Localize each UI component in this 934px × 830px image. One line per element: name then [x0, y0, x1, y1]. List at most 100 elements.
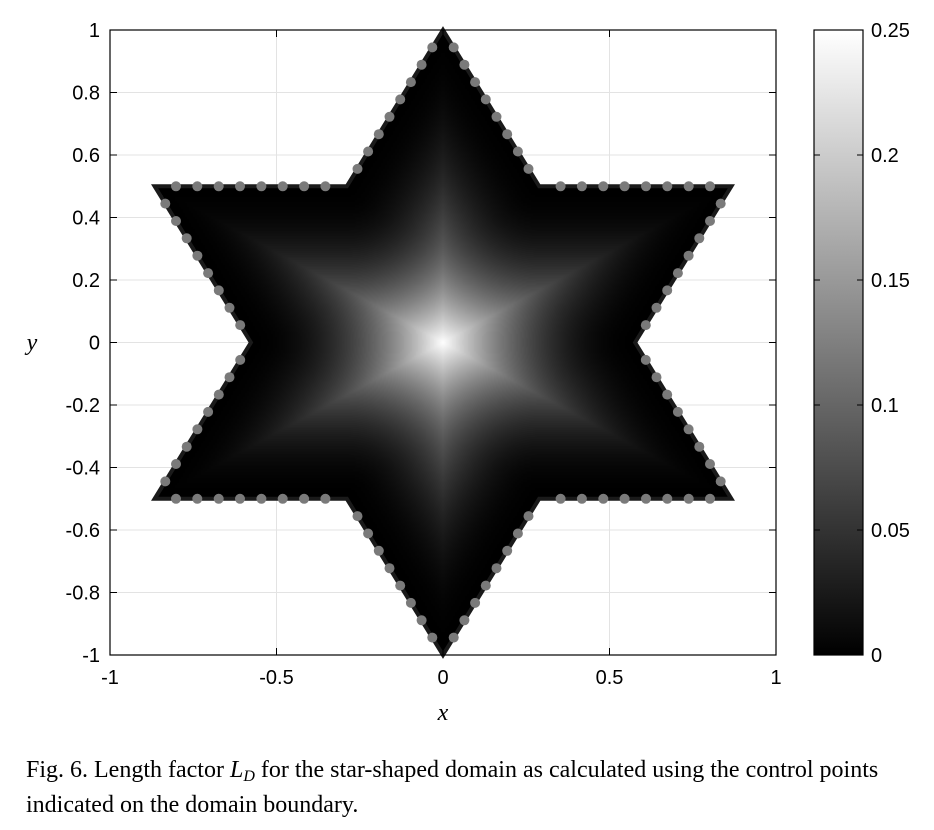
- control-point: [502, 129, 513, 140]
- control-point: [427, 632, 438, 643]
- control-point: [363, 146, 374, 157]
- y-tick-label: 0.4: [72, 208, 100, 230]
- control-point: [502, 545, 513, 556]
- control-point: [598, 181, 609, 192]
- control-point: [662, 389, 673, 400]
- control-point: [619, 493, 630, 504]
- control-point: [395, 94, 406, 105]
- colorbar-tick-label: 0.2: [871, 145, 899, 167]
- control-point: [213, 389, 224, 400]
- control-point: [512, 528, 523, 539]
- colorbar-tick-labels: 0.25 0.2 0.15 0.1 0.05 0: [871, 20, 910, 667]
- control-point: [160, 198, 171, 209]
- control-point: [459, 615, 470, 626]
- y-tick-label: 0: [89, 333, 100, 355]
- control-point: [448, 632, 459, 643]
- control-point: [555, 181, 566, 192]
- y-tick-label: 0.8: [72, 83, 100, 105]
- control-point: [705, 493, 715, 504]
- control-point: [491, 563, 502, 574]
- control-point: [363, 528, 374, 539]
- control-point: [277, 181, 288, 192]
- control-point: [320, 181, 331, 192]
- control-point: [651, 302, 662, 313]
- y-tick-label: -0.8: [66, 583, 100, 605]
- control-point: [598, 493, 609, 504]
- control-point: [459, 59, 470, 70]
- control-point: [373, 545, 384, 556]
- control-point: [619, 181, 630, 192]
- control-point: [213, 285, 224, 296]
- control-point: [705, 459, 715, 469]
- colorbar-tick-label: 0.1: [871, 395, 899, 417]
- control-point: [192, 250, 203, 261]
- caption-symbol: L: [229, 757, 244, 783]
- control-point: [662, 493, 673, 504]
- control-point: [640, 320, 651, 331]
- x-tick-label: -1: [101, 667, 119, 689]
- control-point: [203, 268, 214, 279]
- y-tick-label: -0.2: [66, 395, 100, 417]
- control-point: [395, 580, 406, 591]
- x-tick-labels: -1 -0.5 0 0.5 1: [101, 667, 781, 689]
- control-point: [160, 476, 171, 487]
- control-point: [427, 42, 438, 53]
- caption-prefix: Fig. 6. Length factor: [26, 757, 230, 783]
- control-point: [235, 181, 245, 192]
- control-point: [523, 163, 534, 174]
- control-point: [235, 354, 246, 365]
- control-point: [641, 493, 651, 504]
- control-point: [384, 111, 395, 122]
- control-point: [235, 493, 245, 504]
- control-point: [256, 493, 267, 504]
- caption-suffix: for the star-shaped domain as calculated…: [26, 757, 879, 818]
- control-point: [683, 181, 694, 192]
- colorbar-ticks: [814, 29, 863, 656]
- control-point: [683, 493, 694, 504]
- figure-caption: Fig. 6. Length factor LD for the star-sh…: [26, 756, 926, 819]
- control-point: [662, 181, 673, 192]
- control-point: [555, 493, 566, 504]
- control-point: [213, 493, 224, 504]
- y-tick-label: 1: [89, 20, 100, 42]
- colorbar-tick-label: 0.05: [871, 520, 910, 542]
- colorbar-tick-label: 0.25: [871, 20, 910, 42]
- control-point: [640, 354, 651, 365]
- control-point: [416, 615, 427, 626]
- control-point: [683, 424, 694, 435]
- control-point: [651, 372, 662, 383]
- control-point: [470, 77, 481, 88]
- control-point: [171, 181, 181, 192]
- control-point: [694, 233, 705, 244]
- control-points: [160, 42, 726, 643]
- x-tick-label: 1: [770, 667, 781, 689]
- control-point: [224, 372, 235, 383]
- control-point: [256, 181, 267, 192]
- control-point: [320, 493, 331, 504]
- control-point: [641, 181, 651, 192]
- control-point: [203, 406, 214, 417]
- control-point: [480, 580, 491, 591]
- control-point: [171, 459, 181, 469]
- control-point: [299, 181, 310, 192]
- control-point: [683, 250, 694, 261]
- control-point: [576, 181, 587, 192]
- control-point: [705, 216, 715, 226]
- control-point: [491, 111, 502, 122]
- control-point: [512, 146, 523, 157]
- control-point: [181, 441, 192, 452]
- y-tick-label: -0.4: [66, 458, 100, 480]
- colorbar: [813, 29, 864, 656]
- control-point: [715, 198, 726, 209]
- control-point: [171, 493, 181, 504]
- control-point: [705, 181, 715, 192]
- control-point: [715, 476, 726, 487]
- control-point: [480, 94, 491, 105]
- control-point: [192, 424, 203, 435]
- y-axis-label: y: [25, 330, 38, 356]
- x-tick-label: 0: [437, 667, 448, 689]
- y-tick-label: -0.6: [66, 520, 100, 542]
- control-point: [277, 493, 288, 504]
- control-point: [352, 511, 363, 522]
- x-tick-label: 0.5: [596, 667, 624, 689]
